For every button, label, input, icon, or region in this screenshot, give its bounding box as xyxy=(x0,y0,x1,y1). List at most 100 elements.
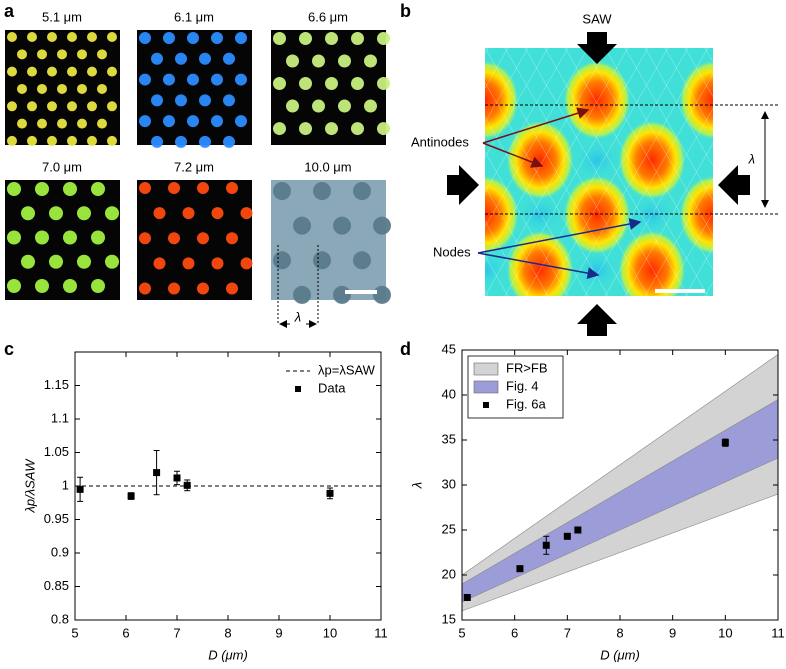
particle xyxy=(377,77,390,91)
particle xyxy=(91,278,105,293)
y-tick-label: 0.95 xyxy=(44,511,69,526)
particle xyxy=(21,254,35,269)
legend-label: Fig. 6a xyxy=(506,396,547,411)
particle xyxy=(299,32,312,45)
tile-image xyxy=(137,30,252,145)
legend-swatch xyxy=(483,402,489,408)
mesh xyxy=(564,48,709,296)
mesh xyxy=(504,48,649,296)
particle xyxy=(197,232,209,245)
particle xyxy=(77,206,91,221)
particle xyxy=(211,257,224,270)
antinode xyxy=(618,120,686,200)
particle xyxy=(226,232,238,245)
mesh xyxy=(485,48,569,193)
nodes-label: Nodes xyxy=(433,244,471,259)
pointer xyxy=(477,252,600,280)
particle xyxy=(37,83,47,94)
particle xyxy=(333,285,351,304)
data-point xyxy=(721,439,729,447)
particle xyxy=(47,32,57,42)
particle xyxy=(273,77,286,91)
particle xyxy=(312,99,325,113)
particle xyxy=(168,232,180,245)
tile xyxy=(5,180,120,300)
legend-swatch xyxy=(473,362,499,376)
particle xyxy=(7,278,21,293)
particle xyxy=(57,49,67,60)
tile-image xyxy=(271,180,386,300)
mesh xyxy=(485,221,529,296)
x-tick-label: 7 xyxy=(173,625,180,640)
particle xyxy=(7,66,17,77)
legend: FR>FB Fig. 4 Fig. 6a xyxy=(467,355,564,419)
particle xyxy=(175,135,187,148)
mesh xyxy=(765,48,786,296)
x-tick-label: 5 xyxy=(458,625,465,640)
wavelength-label: λ xyxy=(748,151,755,166)
particle xyxy=(364,54,377,68)
particle xyxy=(7,101,17,112)
particle xyxy=(87,135,97,146)
panel-label: b xyxy=(400,1,411,21)
mesh xyxy=(485,186,549,296)
particle xyxy=(199,94,211,107)
saw-arrow xyxy=(577,32,617,64)
particle xyxy=(63,182,77,196)
particle xyxy=(97,83,107,94)
particle xyxy=(57,118,67,129)
mesh xyxy=(704,48,713,63)
mesh xyxy=(485,48,549,158)
data-point xyxy=(76,485,84,493)
saw-arrow xyxy=(447,165,479,205)
x-tick-label: 6 xyxy=(511,625,518,640)
x-tick-label: 8 xyxy=(224,625,231,640)
charts: c 5 6 7 8 9 10 11 0.8 0.85 0.9 0.95 1 1.05 1.1 1.15 D (μ… xyxy=(4,339,785,663)
saw-arrow xyxy=(577,304,617,336)
x-tick-label: 11 xyxy=(374,625,388,640)
particle xyxy=(107,32,117,42)
node xyxy=(573,140,621,180)
scale-bar xyxy=(655,289,705,293)
mesh xyxy=(644,48,713,167)
tile xyxy=(137,180,253,300)
particle xyxy=(187,115,199,128)
particle xyxy=(182,257,195,270)
x-tick-label: 11 xyxy=(771,625,785,640)
particle xyxy=(273,251,291,270)
saw-label: SAW xyxy=(582,11,612,26)
particle xyxy=(57,83,67,94)
legend-label: Fig. 4 xyxy=(506,378,539,393)
antinode xyxy=(679,60,713,140)
particle xyxy=(197,282,209,295)
particle xyxy=(87,101,97,112)
y-tick-label: 0.8 xyxy=(51,611,69,626)
particle xyxy=(364,99,377,113)
antinode xyxy=(563,60,631,140)
scale-bar xyxy=(345,290,377,294)
particle xyxy=(351,32,364,45)
particle xyxy=(97,49,107,60)
mesh xyxy=(684,247,713,296)
particle xyxy=(17,83,27,94)
particle xyxy=(351,77,364,91)
particle xyxy=(67,66,77,77)
particle xyxy=(377,32,390,45)
particle xyxy=(235,115,247,128)
y-tick-label: 15 xyxy=(442,611,456,626)
particle xyxy=(273,122,286,136)
particle xyxy=(187,73,199,86)
particle xyxy=(199,135,211,148)
particle xyxy=(163,73,175,86)
particle xyxy=(338,99,351,113)
particle xyxy=(333,216,351,235)
mesh xyxy=(624,142,713,296)
data-point xyxy=(574,526,582,534)
particle xyxy=(21,206,35,221)
particle xyxy=(47,135,57,146)
chart: d 5 6 7 8 9 10 11 15 20 25 30 35 40 45 D (μm) λ FR>FB Fig.… xyxy=(400,339,785,663)
particle xyxy=(168,182,180,194)
particle xyxy=(63,230,77,245)
particle xyxy=(151,135,163,148)
x-tick-label: 10 xyxy=(323,625,337,640)
